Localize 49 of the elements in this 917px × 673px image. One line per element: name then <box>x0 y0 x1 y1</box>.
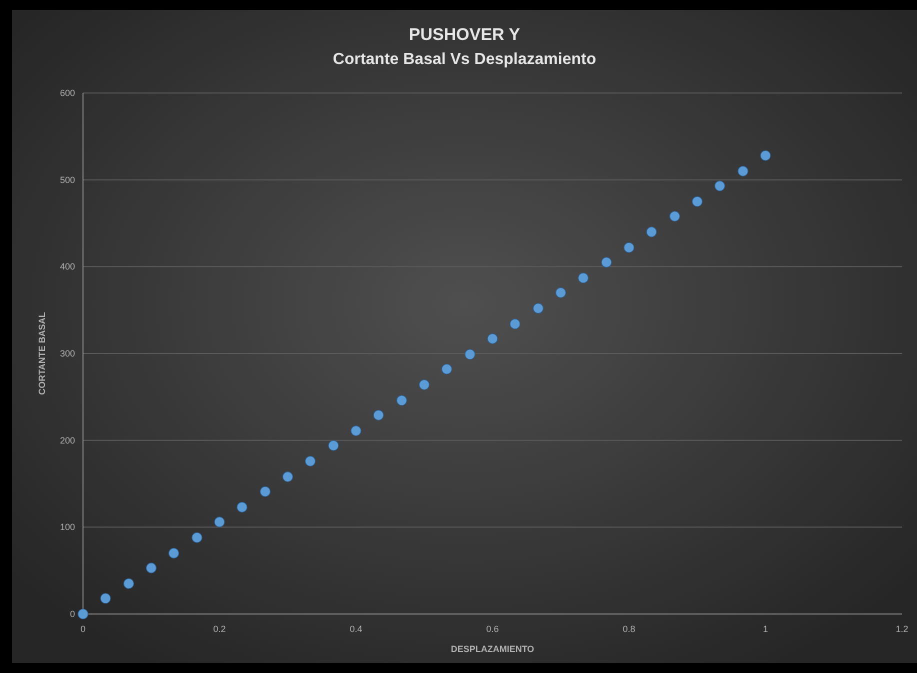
point <box>624 242 634 253</box>
point <box>487 333 498 344</box>
chart-subtitle: Cortante Basal Vs Desplazamiento <box>332 51 596 68</box>
point <box>123 578 134 589</box>
point <box>214 516 225 528</box>
point <box>282 472 294 482</box>
point <box>168 548 180 559</box>
point <box>236 502 248 512</box>
point <box>146 562 157 574</box>
x-axis-title: DESPLAZAMIENTO <box>450 644 534 654</box>
point <box>555 287 566 298</box>
point <box>304 456 316 466</box>
point <box>532 303 544 314</box>
point <box>578 272 589 284</box>
y-tick-label: 0 <box>70 609 75 619</box>
point <box>646 226 657 238</box>
point <box>692 196 703 207</box>
point <box>78 608 88 620</box>
point <box>100 593 111 604</box>
y-tick-label: 500 <box>60 174 75 185</box>
point <box>601 257 612 268</box>
y-axis-title: CORTANTE BASAL <box>37 312 47 395</box>
y-tick-label: 100 <box>60 522 75 532</box>
point <box>350 425 362 436</box>
point <box>464 349 476 360</box>
point <box>714 180 726 192</box>
point <box>328 440 339 451</box>
point <box>510 318 520 330</box>
point <box>441 364 452 374</box>
point <box>396 395 408 406</box>
y-tick-label: 400 <box>60 262 75 272</box>
x-tick-label: 0.4 <box>350 624 362 634</box>
y-tick-label: 600 <box>60 88 75 98</box>
x-tick-label: 0 <box>80 624 86 634</box>
y-tick-label: 200 <box>60 435 75 446</box>
chart-title: PUSHOVER Y <box>408 25 521 44</box>
x-tick-label: 0.6 <box>486 624 499 634</box>
point <box>669 211 680 222</box>
x-tick-label: 0.8 <box>622 624 636 634</box>
point <box>260 486 271 497</box>
point <box>760 150 771 161</box>
x-tick-label: 1 <box>762 624 768 634</box>
point <box>738 166 748 176</box>
x-tick-label: 0.2 <box>213 624 226 634</box>
x-tick-label: 1.2 <box>896 624 908 634</box>
point <box>373 410 384 420</box>
point <box>192 532 202 543</box>
point <box>418 379 430 390</box>
y-tick-label: 300 <box>60 348 75 358</box>
